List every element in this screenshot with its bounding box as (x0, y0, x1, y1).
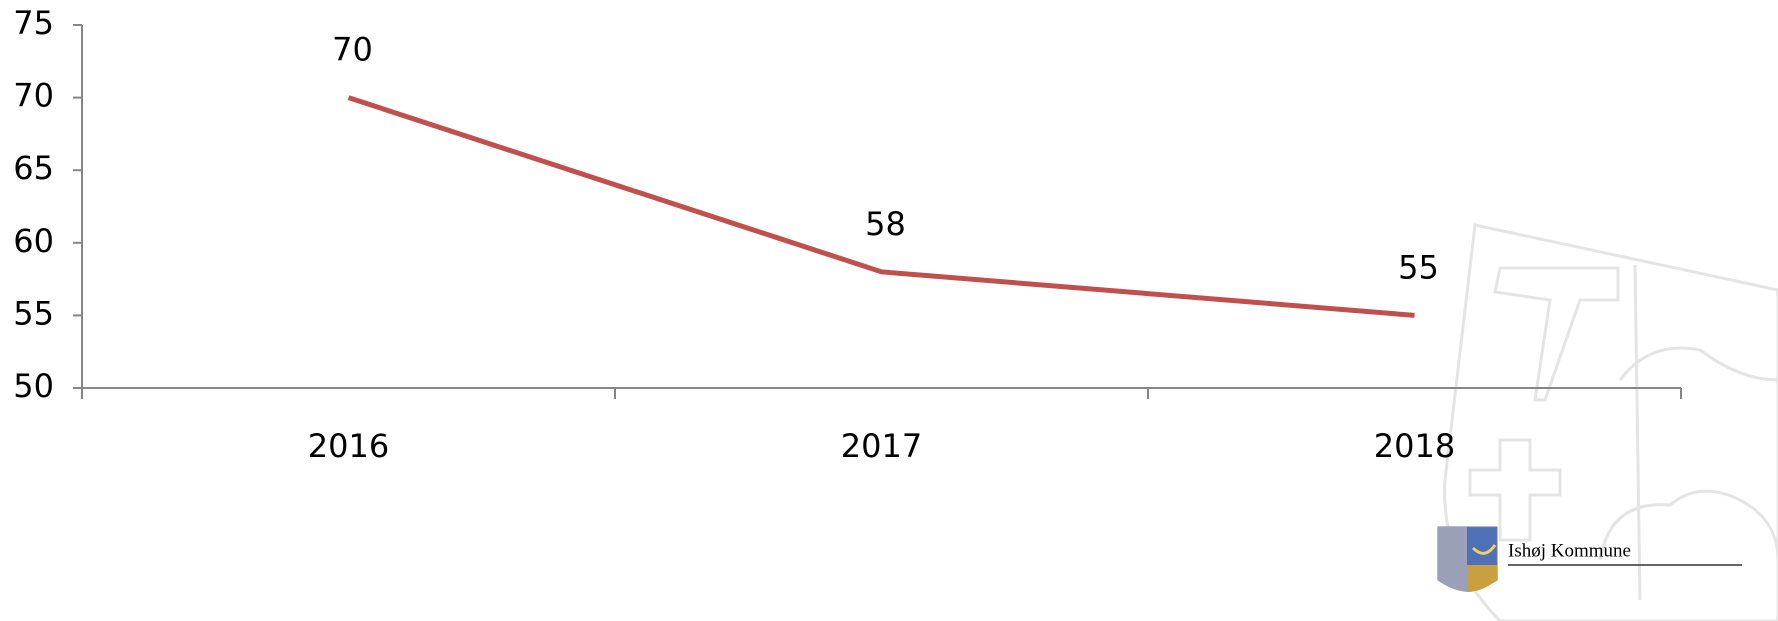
data-label: 70 (332, 31, 373, 69)
y-tick-label: 75 (13, 4, 54, 42)
data-label: 58 (865, 205, 906, 243)
x-tick-label: 2018 (1374, 427, 1455, 465)
y-tick-label: 60 (13, 222, 54, 260)
logo-text: Ishøj Kommune (1508, 540, 1631, 561)
y-tick-label: 50 (13, 367, 54, 405)
logo: Ishøj Kommune (1437, 526, 1742, 592)
x-tick-label: 2017 (841, 427, 922, 465)
x-tick-label: 2016 (308, 427, 389, 465)
line-series (347, 95, 1415, 318)
y-tick-label: 65 (13, 149, 54, 187)
data-label: 55 (1398, 248, 1439, 286)
y-tick-label: 55 (13, 294, 54, 332)
y-tick-label: 70 (13, 77, 54, 115)
